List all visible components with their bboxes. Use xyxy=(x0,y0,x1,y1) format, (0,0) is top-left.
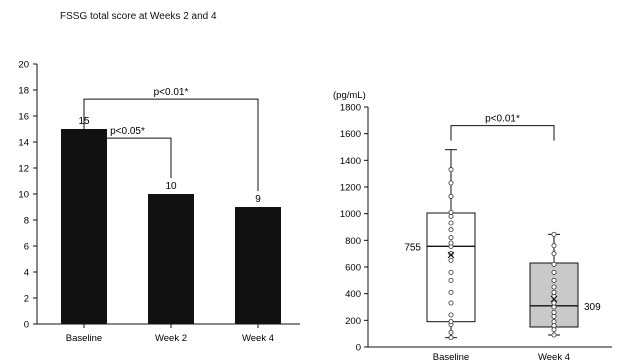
data-point xyxy=(448,257,454,263)
y-tick-label: 1800 xyxy=(340,103,361,114)
y-tick-label: 1000 xyxy=(340,209,361,220)
mean-marker xyxy=(447,251,455,259)
p-value-label: p<0.01* xyxy=(485,114,520,125)
data-point xyxy=(448,227,454,233)
bar xyxy=(148,194,194,324)
data-point xyxy=(551,309,557,315)
y-tick-label: 0 xyxy=(24,320,29,331)
y-tick-label: 8 xyxy=(24,216,29,227)
y-tick-label: 400 xyxy=(345,289,361,300)
x-tick-label: Week 4 xyxy=(538,352,570,363)
data-point xyxy=(551,304,557,310)
y-tick-label: 14 xyxy=(18,138,29,149)
median-label: 755 xyxy=(404,242,421,253)
y-tick-label: 1200 xyxy=(340,183,361,194)
y-tick-label: 800 xyxy=(345,236,361,247)
data-point xyxy=(551,284,557,290)
data-point xyxy=(551,300,557,306)
significance-bracket xyxy=(83,113,172,178)
x-tick-label: Week 4 xyxy=(242,333,274,344)
data-point xyxy=(551,319,557,325)
data-point xyxy=(551,323,557,329)
mean-marker xyxy=(550,295,558,303)
y-tick-label: 1600 xyxy=(340,129,361,140)
data-point xyxy=(448,277,454,283)
data-point xyxy=(551,332,557,338)
figure-title: FSSG total score at Weeks 2 and 4 xyxy=(60,11,217,22)
data-point xyxy=(551,251,557,257)
data-point xyxy=(448,209,454,215)
data-point xyxy=(551,289,557,295)
y-tick-label: 2 xyxy=(24,294,29,305)
data-label: 9 xyxy=(255,194,261,205)
y-tick-label: 10 xyxy=(18,190,29,201)
data-point xyxy=(551,327,557,333)
data-point xyxy=(551,231,557,237)
y-tick-label: 12 xyxy=(18,164,29,175)
significance-bracket xyxy=(83,98,259,191)
y-tick-label: 1400 xyxy=(340,156,361,167)
x-tick-label: Baseline xyxy=(433,352,469,363)
data-point xyxy=(448,319,454,325)
y-tick-label: 4 xyxy=(24,268,29,279)
data-point xyxy=(448,213,454,219)
y-tick-label: 18 xyxy=(18,86,29,97)
y-tick-label: 200 xyxy=(345,316,361,327)
bar xyxy=(61,129,107,324)
y-tick-label: 20 xyxy=(18,60,29,71)
data-point xyxy=(448,269,454,275)
x-tick-label: Baseline xyxy=(66,333,102,344)
data-point xyxy=(448,329,454,335)
data-point xyxy=(551,261,557,267)
y-tick-label: 0 xyxy=(356,343,361,354)
y-tick-label: 6 xyxy=(24,242,29,253)
data-label: 10 xyxy=(165,181,177,192)
x-tick-label: Week 2 xyxy=(155,333,187,344)
data-point xyxy=(448,312,454,318)
data-point xyxy=(448,240,454,246)
bar xyxy=(235,207,281,324)
p-value-label: p<0.05* xyxy=(110,126,145,137)
data-point xyxy=(448,235,454,241)
median-label: 309 xyxy=(584,302,601,313)
data-point xyxy=(448,180,454,186)
data-point xyxy=(448,167,454,173)
data-point xyxy=(551,269,557,275)
data-point xyxy=(448,335,454,341)
data-point xyxy=(551,277,557,283)
y-tick-label: 16 xyxy=(18,112,29,123)
data-point xyxy=(448,289,454,295)
y-tick-label: 600 xyxy=(345,263,361,274)
p-value-label: p<0.01* xyxy=(154,87,189,98)
data-point xyxy=(551,313,557,319)
data-point xyxy=(448,193,454,199)
data-point xyxy=(551,243,557,249)
data-point xyxy=(448,300,454,306)
significance-bracket xyxy=(450,125,555,141)
y-axis-unit: (pg/mL) xyxy=(333,90,366,101)
data-point xyxy=(448,220,454,226)
